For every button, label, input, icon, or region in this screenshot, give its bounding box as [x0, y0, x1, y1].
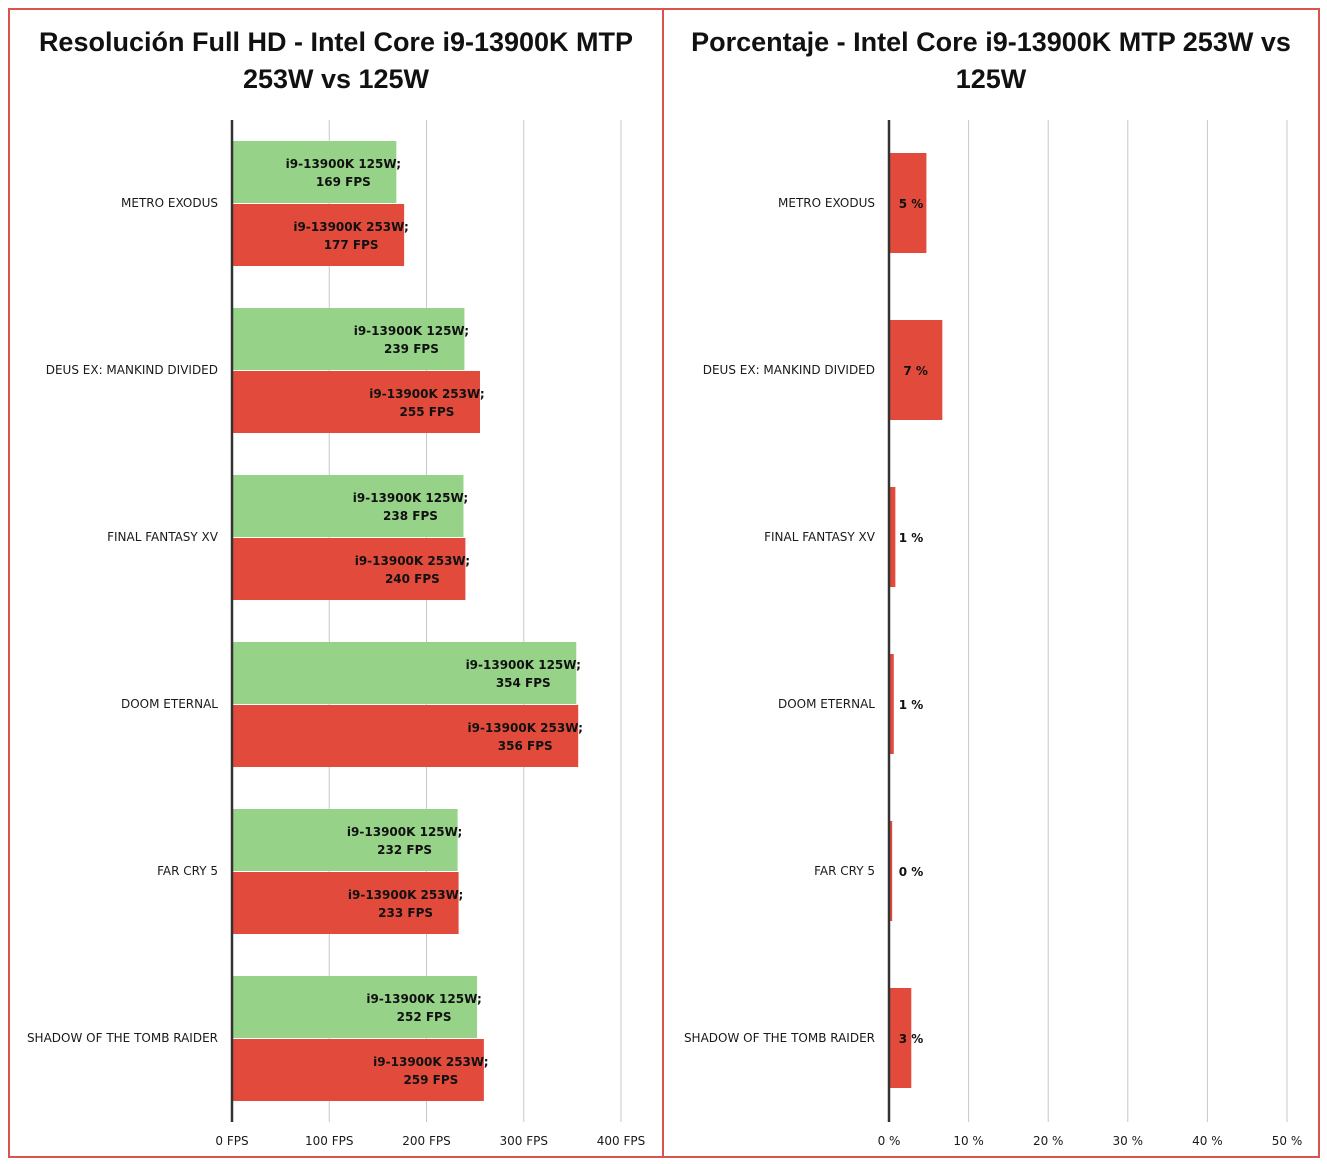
fps-chart-title: Resolución Full HD - Intel Core i9-13900… [38, 27, 634, 94]
data-label: 255 FPS [400, 405, 455, 419]
x-tick-label: 50 % [1272, 1134, 1303, 1148]
data-label: 238 FPS [383, 509, 438, 523]
bar-253w [232, 538, 466, 600]
data-label: 240 FPS [385, 572, 440, 586]
data-label: i9-13900K 125W; [466, 658, 581, 672]
bar-125w [232, 642, 577, 704]
data-label: 233 FPS [378, 906, 433, 920]
percent-chart-panel: Porcentaje - Intel Core i9-13900K MTP 25… [662, 8, 1320, 1158]
percent-chart-title: Porcentaje - Intel Core i9-13900K MTP 25… [691, 27, 1291, 94]
category-label: FAR CRY 5 [814, 864, 875, 878]
x-tick-label: 400 FPS [597, 1134, 645, 1148]
data-label: i9-13900K 253W; [373, 1055, 488, 1069]
data-label: 259 FPS [403, 1073, 458, 1087]
data-label: 1 % [899, 531, 924, 545]
bar-253w [232, 872, 459, 934]
data-label: i9-13900K 253W; [293, 220, 408, 234]
data-label: i9-13900K 253W; [468, 721, 583, 735]
x-tick-label: 10 % [953, 1134, 984, 1148]
data-label: 169 FPS [316, 175, 371, 189]
data-label: i9-13900K 125W; [286, 157, 401, 171]
data-label: 252 FPS [397, 1010, 452, 1024]
bar-253w [232, 204, 405, 266]
x-tick-label: 30 % [1113, 1134, 1144, 1148]
bar-125w [232, 475, 464, 537]
category-label: DEUS EX: MANKIND DIVIDED [703, 363, 875, 377]
fps-chart-panel: Resolución Full HD - Intel Core i9-13900… [8, 8, 664, 1158]
bar-253w [232, 1039, 484, 1101]
data-label: 5 % [899, 197, 924, 211]
data-label: i9-13900K 253W; [369, 387, 484, 401]
data-label: i9-13900K 253W; [355, 554, 470, 568]
bar-125w [232, 141, 397, 203]
bar-percent [889, 988, 912, 1088]
data-label: i9-13900K 253W; [348, 888, 463, 902]
data-label: i9-13900K 125W; [347, 825, 462, 839]
bar-125w [232, 809, 458, 871]
bar-125w [232, 976, 478, 1038]
category-label: DOOM ETERNAL [121, 697, 218, 711]
data-label: 354 FPS [496, 676, 551, 690]
data-label: 232 FPS [377, 843, 432, 857]
bar-253w [232, 705, 579, 767]
data-label: i9-13900K 125W; [354, 324, 469, 338]
data-label: 356 FPS [498, 739, 553, 753]
fps-chart-svg: 0 FPS 100 FPS 200 FPS 300 FPS 400 FPS METRO E… [27, 120, 645, 1148]
data-label: 7 % [903, 364, 928, 378]
data-label: 239 FPS [384, 342, 439, 356]
data-label: i9-13900K 125W; [353, 491, 468, 505]
bar-percent [889, 153, 927, 253]
category-label: DOOM ETERNAL [778, 697, 875, 711]
category-label: FINAL FANTASY XV [764, 530, 876, 544]
category-label: METRO EXODUS [121, 196, 218, 210]
x-tick-label: 0 % [878, 1134, 901, 1148]
category-label: FAR CRY 5 [157, 864, 218, 878]
percent-chart-svg: 0 % 10 % 20 % 30 % 40 % 50 % METRO EXODUS 5 % DE… [684, 120, 1303, 1148]
bar-253w [232, 371, 480, 433]
bar-percent [889, 821, 893, 921]
bar-percent [889, 487, 896, 587]
category-label: DEUS EX: MANKIND DIVIDED [46, 363, 218, 377]
category-label: FINAL FANTASY XV [107, 530, 219, 544]
x-tick-label: 300 FPS [500, 1134, 548, 1148]
x-tick-label: 0 FPS [215, 1134, 248, 1148]
category-label: SHADOW OF THE TOMB RAIDER [684, 1031, 875, 1045]
data-label: 3 % [899, 1032, 924, 1046]
category-label: SHADOW OF THE TOMB RAIDER [27, 1031, 218, 1045]
category-label: METRO EXODUS [778, 196, 875, 210]
data-label: 1 % [899, 698, 924, 712]
data-label: i9-13900K 125W; [366, 992, 481, 1006]
bar-125w [232, 308, 465, 370]
data-label: 177 FPS [324, 238, 379, 252]
x-tick-label: 100 FPS [305, 1134, 353, 1148]
bar-percent [889, 654, 894, 754]
x-tick-label: 40 % [1192, 1134, 1223, 1148]
data-label: 0 % [899, 865, 924, 879]
x-tick-label: 20 % [1033, 1134, 1064, 1148]
bar-percent [889, 320, 943, 420]
x-tick-label: 200 FPS [402, 1134, 450, 1148]
